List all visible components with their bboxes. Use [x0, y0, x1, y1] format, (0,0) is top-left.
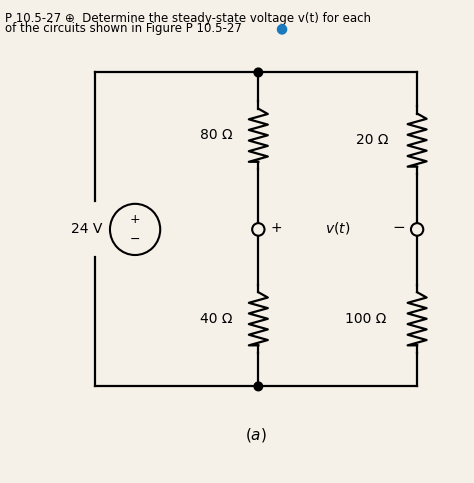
- Text: P 10.5-27 ⊕  Determine the steady-state voltage v(t) for each: P 10.5-27 ⊕ Determine the steady-state v…: [5, 12, 371, 25]
- Text: −: −: [130, 233, 140, 245]
- Text: 20 Ω: 20 Ω: [356, 133, 389, 147]
- Text: +: +: [130, 213, 140, 226]
- Circle shape: [254, 382, 263, 391]
- Text: −: −: [393, 220, 405, 236]
- Circle shape: [252, 223, 264, 236]
- Text: $(a)$: $(a)$: [245, 426, 267, 444]
- Text: 24 V: 24 V: [72, 223, 103, 236]
- Text: ●: ●: [275, 22, 287, 36]
- Text: of the circuits shown in Figure P 10.5-27: of the circuits shown in Figure P 10.5-2…: [5, 22, 242, 35]
- Text: 40 Ω: 40 Ω: [200, 312, 232, 326]
- Circle shape: [411, 223, 423, 236]
- Text: $v(t)$: $v(t)$: [325, 220, 350, 236]
- Text: +: +: [271, 221, 282, 235]
- Text: 100 Ω: 100 Ω: [345, 312, 386, 326]
- Text: 80 Ω: 80 Ω: [200, 128, 232, 142]
- Circle shape: [254, 68, 263, 77]
- Circle shape: [110, 204, 160, 255]
